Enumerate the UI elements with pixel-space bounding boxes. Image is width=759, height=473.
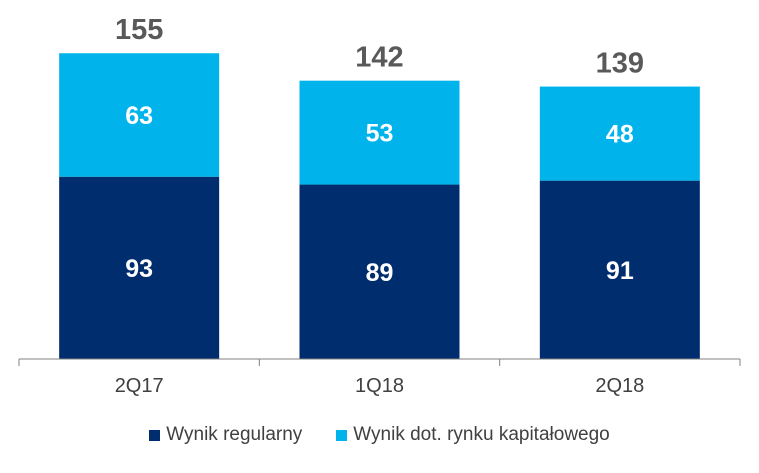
stacked-bar-chart: 2Q17 1Q18 2Q18 93 63 155 89 53 142 91 48 139: [18, 14, 741, 397]
labels-layer: 93 63 155 89 53 142 91 48 139: [115, 14, 644, 287]
value-label-regular-2Q18: 91: [606, 257, 634, 285]
legend-swatch-capital-market: [336, 429, 348, 441]
total-label-2Q17: 155: [115, 14, 163, 46]
bar-capital-market-2Q18: [539, 86, 700, 181]
total-label-2Q18: 139: [596, 48, 644, 80]
legend-item-capital-market: Wynik dot. rynku kapitałowego: [336, 424, 610, 446]
bar-capital-market-2Q17: [59, 53, 220, 177]
x-axis: 2Q17 1Q18 2Q18: [18, 358, 741, 397]
value-label-capital-market-2Q18: 48: [606, 121, 634, 149]
legend-label-regular: Wynik regularny: [166, 424, 303, 445]
x-tick-label-1Q18: 1Q18: [355, 375, 404, 397]
x-tick-label-2Q17: 2Q17: [115, 375, 164, 397]
value-label-capital-market-2Q17: 63: [125, 102, 153, 130]
value-label-capital-market-1Q18: 53: [366, 120, 394, 148]
bars-layer: [59, 53, 700, 359]
value-label-regular-1Q18: 89: [366, 259, 394, 287]
bar-regular-2Q17: [59, 176, 220, 359]
bar-capital-market-1Q18: [299, 80, 460, 185]
legend-swatch-regular: [149, 429, 161, 441]
bar-regular-1Q18: [299, 184, 460, 359]
total-label-1Q18: 142: [355, 42, 403, 74]
legend-item-regular: Wynik regularny: [149, 424, 302, 446]
bar-regular-2Q18: [539, 180, 700, 359]
legend: Wynik regularny Wynik dot. rynku kapitał…: [0, 421, 759, 449]
value-label-regular-2Q17: 93: [125, 255, 153, 283]
x-tick-label-2Q18: 2Q18: [595, 375, 644, 397]
legend-label-capital-market: Wynik dot. rynku kapitałowego: [353, 424, 610, 445]
